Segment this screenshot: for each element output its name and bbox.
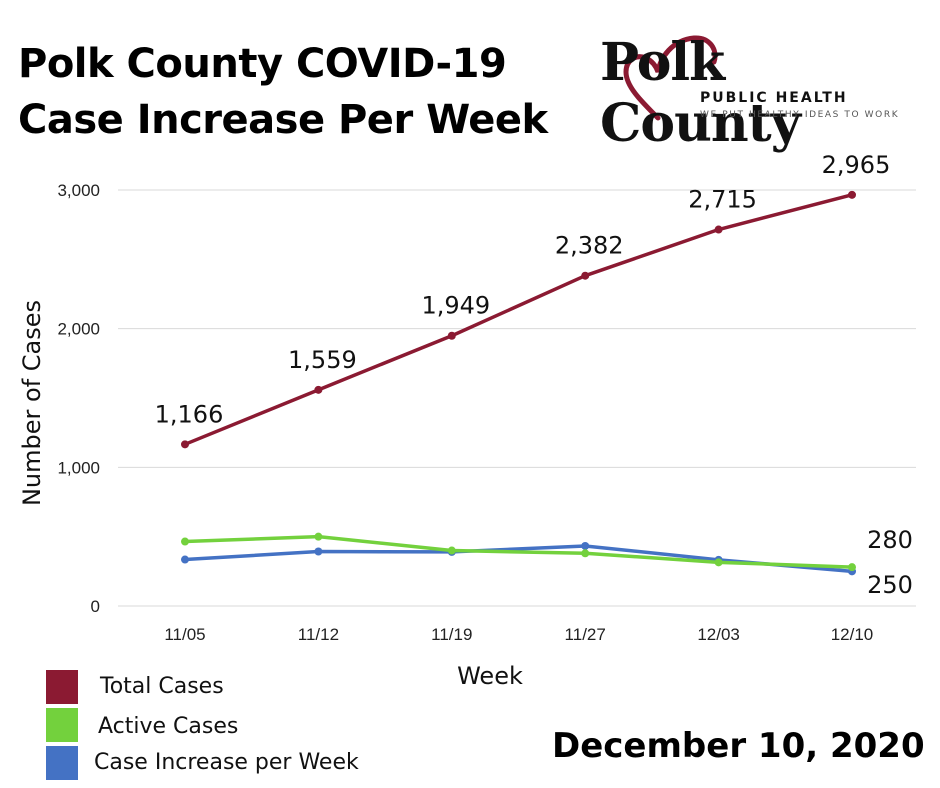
y-tick-label: 0 xyxy=(91,597,100,616)
data-point-increase xyxy=(314,547,323,556)
x-tick-label: 11/19 xyxy=(431,625,472,644)
legend-swatch-active xyxy=(46,708,78,742)
legend-label-active: Active Cases xyxy=(98,714,239,739)
data-point-total xyxy=(581,271,590,280)
data-point-active xyxy=(848,563,856,572)
legend-swatch-increase xyxy=(46,746,78,780)
data-point-total xyxy=(714,225,723,234)
data-label-total: 2,965 xyxy=(822,151,891,179)
data-point-active xyxy=(314,532,323,541)
series-line-active xyxy=(184,534,853,569)
logo-subtitle: PUBLIC HEALTH xyxy=(700,90,848,106)
data-point-total xyxy=(314,385,323,394)
y-axis-title: Number of Cases xyxy=(18,300,46,506)
data-label-increase: 250 xyxy=(867,571,913,599)
data-point-active xyxy=(181,537,189,546)
x-tick-label: 11/12 xyxy=(298,625,339,644)
legend-label-total: Total Cases xyxy=(100,674,224,699)
legend-swatch-total xyxy=(46,670,78,704)
data-point-increase xyxy=(181,555,189,564)
data-label-total: 2,715 xyxy=(688,186,757,214)
data-point-total xyxy=(181,440,189,449)
y-tick-label: 1,000 xyxy=(57,458,100,477)
y-tick-label: 3,000 xyxy=(57,181,100,200)
data-label-total: 1,559 xyxy=(288,346,357,374)
data-point-active xyxy=(447,546,456,555)
legend-label-increase: Case Increase per Week xyxy=(94,750,359,775)
data-point-total xyxy=(848,190,856,199)
series-line-increase xyxy=(184,544,853,574)
data-label-total: 1,166 xyxy=(155,400,224,428)
x-tick-label: 11/05 xyxy=(164,625,205,644)
series-line-total xyxy=(184,193,853,446)
report-date: December 10, 2020 xyxy=(552,726,925,766)
title-line-2: Case Increase Per Week xyxy=(18,97,548,143)
title-line-1: Polk County COVID-19 xyxy=(18,41,507,87)
logo-tagline: WE PUT HEALTHY IDEAS TO WORK xyxy=(700,110,900,120)
x-tick-label: 12/03 xyxy=(697,625,740,644)
data-point-active xyxy=(714,558,723,567)
heart-logo-icon xyxy=(623,35,718,121)
chart-title: Polk County COVID-19 Case Increase Per W… xyxy=(18,36,548,148)
y-tick-label: 2,000 xyxy=(57,320,100,339)
data-label-total: 1,949 xyxy=(421,292,490,320)
x-tick-label: 11/27 xyxy=(565,625,606,644)
x-tick-label: 12/10 xyxy=(831,625,874,644)
polk-county-public-health-logo: Polk County PUBLIC HEALTH WE PUT HEALTHY… xyxy=(600,28,930,154)
logo-wordmark: Polk County xyxy=(600,32,801,154)
data-label-active: 280 xyxy=(867,526,913,554)
data-point-total xyxy=(447,331,456,340)
data-label-total: 2,382 xyxy=(555,232,624,260)
data-point-active xyxy=(581,549,590,558)
x-axis-title: Week xyxy=(457,662,523,690)
data-point-increase xyxy=(581,541,590,550)
